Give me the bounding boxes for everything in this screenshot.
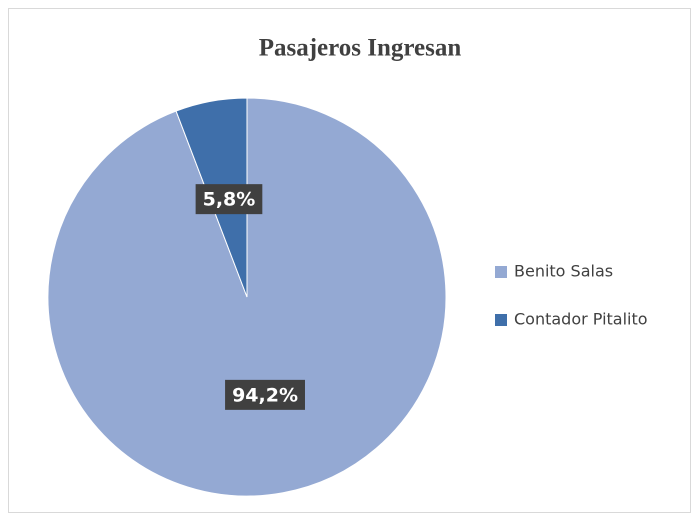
- data-label-box: [225, 379, 305, 410]
- data-label: 94,2%: [232, 384, 298, 406]
- legend-label: Benito Salas: [514, 262, 613, 281]
- chart-title: Pasajeros Ingresan: [259, 35, 462, 62]
- data-label: 5,8%: [203, 189, 256, 211]
- data-label-box: [195, 184, 263, 215]
- legend-swatch: [495, 314, 507, 326]
- legend-label: Contador Pitalito: [514, 310, 648, 329]
- legend-swatch: [495, 266, 507, 278]
